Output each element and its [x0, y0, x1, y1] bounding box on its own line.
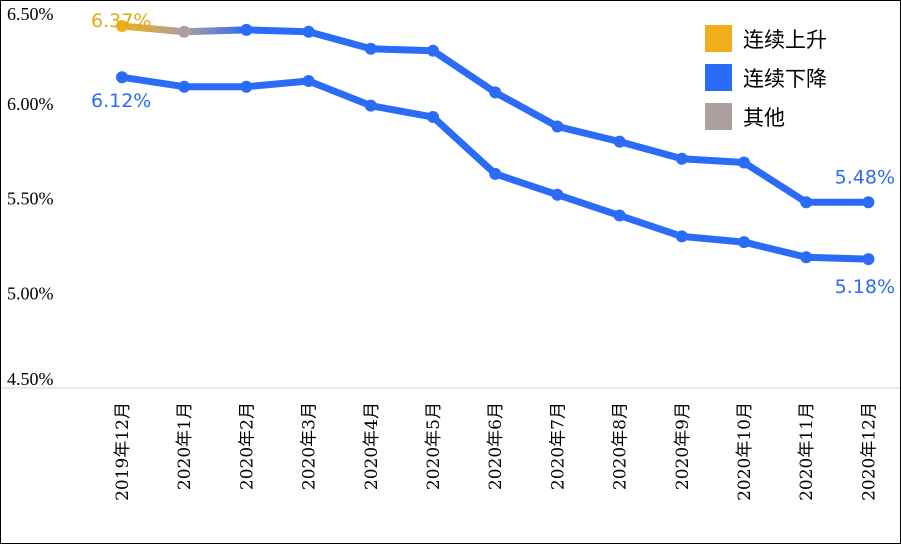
series-2-point — [551, 188, 564, 201]
series-2-point — [240, 80, 253, 93]
y-tick-label: 5.50% — [7, 189, 54, 209]
x-tick-label: 2020年12月 — [859, 402, 879, 501]
x-tick-label: 2019年12月 — [113, 402, 133, 501]
x-tick-label: 2020年7月 — [548, 402, 568, 490]
legend-label: 连续下降 — [743, 67, 827, 91]
series-1-point — [862, 196, 875, 209]
data-label-series-1-start: 6.37% — [91, 10, 151, 32]
series-1-point — [178, 25, 191, 38]
series-1-point — [240, 23, 253, 36]
series-2-point — [489, 167, 502, 180]
series-points — [116, 20, 875, 266]
y-tick-label: 6.00% — [7, 94, 54, 114]
series-1-point — [302, 25, 315, 38]
data-label-series-2-start: 6.12% — [91, 90, 151, 112]
legend-label: 其他 — [743, 106, 785, 130]
series-lines — [118, 22, 872, 263]
legend-swatch — [705, 25, 732, 52]
series-2-point — [178, 80, 191, 93]
y-tick-label: 5.00% — [7, 283, 54, 303]
legend-swatch — [705, 64, 732, 91]
series-1-segment-transition — [180, 26, 250, 36]
series-1-point — [800, 196, 813, 209]
series-2-point — [613, 209, 626, 222]
series-2-point — [302, 75, 315, 88]
x-tick-label: 2020年8月 — [611, 402, 631, 490]
y-tick-label: 6.50% — [7, 4, 54, 24]
series-2-point — [862, 253, 875, 266]
x-tick-label: 2020年11月 — [797, 402, 817, 501]
series-1-point — [613, 135, 626, 148]
series-1-point — [675, 152, 688, 165]
series-1-point — [738, 156, 750, 169]
legend-label: 连续上升 — [743, 28, 827, 52]
x-tick-label: 2020年5月 — [424, 402, 444, 490]
data-label-series-1-end: 5.48% — [835, 166, 895, 188]
series-2-point — [427, 111, 439, 124]
series-1-segment-rising — [118, 22, 188, 36]
series-1-point — [364, 42, 377, 55]
series-2-point — [738, 236, 750, 249]
legend-swatch — [705, 103, 732, 130]
series-2-point — [116, 71, 128, 84]
series-1-point — [489, 86, 502, 99]
series-1-point — [427, 44, 439, 57]
y-axis-ticks: 6.50% 6.00% 5.50% 5.00% 4.50% — [7, 4, 54, 389]
x-tick-label: 2020年9月 — [673, 402, 693, 490]
series-2-point — [675, 230, 688, 243]
x-tick-label: 2020年1月 — [175, 402, 195, 490]
data-labels: 6.37% 6.12% 5.48% 5.18% — [91, 10, 895, 298]
x-tick-label: 2020年10月 — [735, 402, 755, 501]
series-2-point — [364, 99, 377, 112]
x-tick-label: 2020年4月 — [362, 402, 382, 490]
series-1-point — [551, 120, 564, 133]
series-2-point — [800, 251, 813, 264]
series-1-point — [116, 20, 128, 33]
x-tick-label: 2020年3月 — [300, 402, 320, 490]
x-tick-label: 2020年6月 — [486, 402, 506, 490]
x-axis-ticks: 2019年12月 2020年1月 2020年2月 2020年3月 2020年4月 2020… — [113, 402, 879, 501]
y-tick-label: 4.50% — [7, 369, 54, 389]
data-label-series-2-end: 5.18% — [835, 276, 895, 298]
x-tick-label: 2020年2月 — [237, 402, 257, 490]
